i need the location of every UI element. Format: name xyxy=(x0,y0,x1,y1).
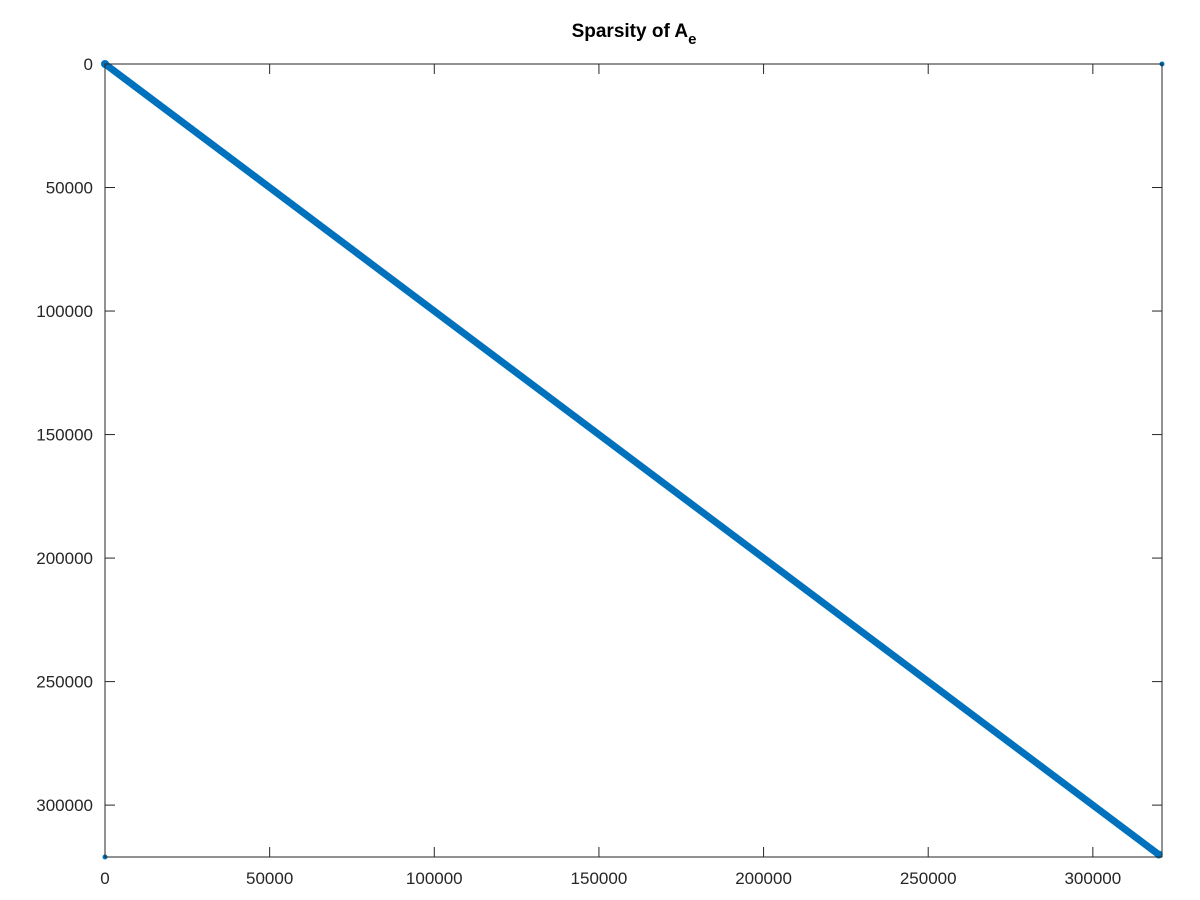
y-tick-label: 100000 xyxy=(36,302,93,321)
y-tick-label: 0 xyxy=(84,55,93,74)
axis-ticks: 0 50000 100000 150000 200000 250000 300000 0 500… xyxy=(36,55,1162,888)
y-tick-label: 250000 xyxy=(36,673,93,692)
diagonal-band xyxy=(102,61,1161,858)
x-tick-label: 50000 xyxy=(246,869,293,888)
y-tick-label: 200000 xyxy=(36,549,93,568)
x-tick-label: 150000 xyxy=(571,869,628,888)
y-tick-label: 300000 xyxy=(36,796,93,815)
x-tick-label: 200000 xyxy=(735,869,792,888)
y-tick-label: 50000 xyxy=(46,179,93,198)
y-tick-label: 150000 xyxy=(36,426,93,445)
plot-area xyxy=(101,60,1165,860)
x-tick-label: 250000 xyxy=(900,869,957,888)
x-tick-label: 0 xyxy=(100,869,109,888)
chart-title: Sparsity of Ae xyxy=(572,21,697,48)
x-tick-label: 100000 xyxy=(406,869,463,888)
x-tick-label: 300000 xyxy=(1064,869,1121,888)
axes-box xyxy=(104,63,1163,858)
